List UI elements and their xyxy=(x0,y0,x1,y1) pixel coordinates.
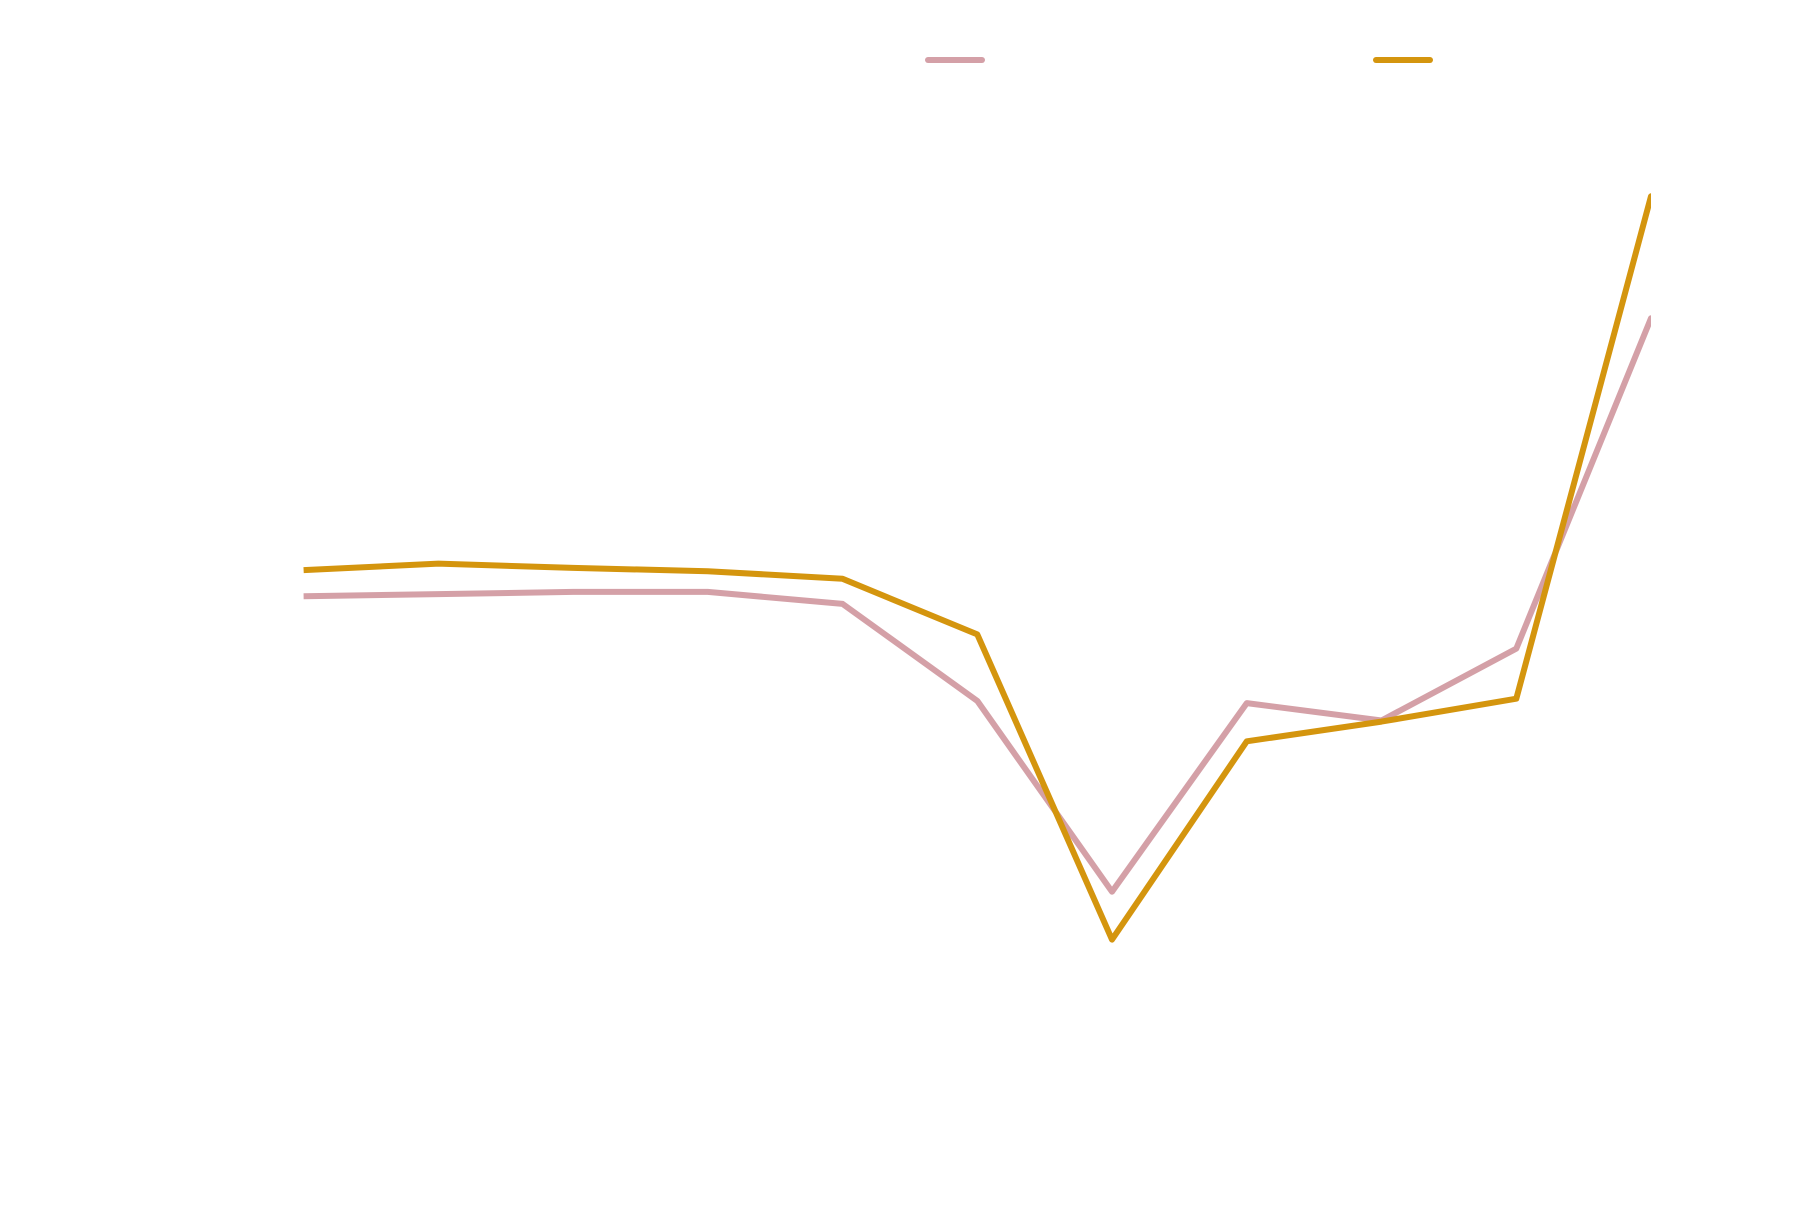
series-line-1 xyxy=(303,315,1651,895)
series-layer xyxy=(303,193,1651,943)
series-line-2 xyxy=(303,193,1651,943)
